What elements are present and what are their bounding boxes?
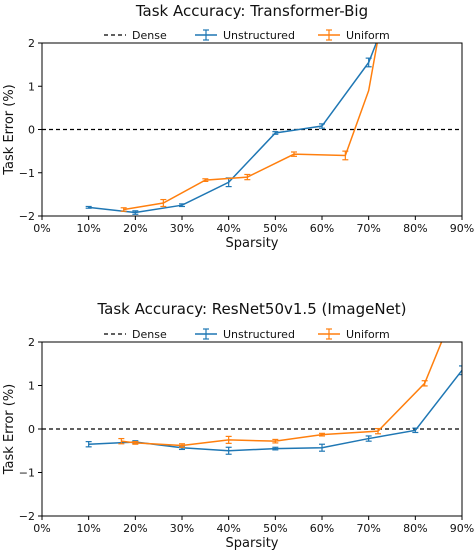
x-tick-label: 70% [356, 222, 380, 235]
plot-frame [41, 42, 463, 217]
x-tick-label: 40% [216, 222, 240, 235]
y-tick-label: −1 [19, 167, 35, 180]
legend: Dense Unstructured Uniform [104, 29, 390, 42]
y-axis-label: Task Error (%) [2, 384, 17, 476]
x-tick-label: 80% [403, 522, 427, 535]
series-group [85, 43, 378, 215]
legend-label-unstructured: Unstructured [223, 29, 295, 42]
series-line-uniform [123, 43, 378, 211]
chart-title: Task Accuracy: ResNet50v1.5 (ImageNet) [96, 300, 406, 318]
x-tick-label: 30% [170, 522, 194, 535]
legend-label-dense: Dense [132, 29, 167, 42]
y-tick-label: 2 [28, 336, 35, 349]
x-tick-label: 0% [33, 222, 50, 235]
x-tick-label: 50% [263, 222, 287, 235]
x-tick-label: 0% [33, 522, 50, 535]
x-tick-label: 90% [450, 222, 474, 235]
legend-label-unstructured: Unstructured [223, 328, 295, 341]
y-tick-label: 1 [28, 80, 35, 93]
x-axis-label: Sparsity [226, 236, 279, 251]
legend-label-uniform: Uniform [346, 29, 390, 42]
x-tick-label: 60% [310, 222, 334, 235]
x-tick-label: 70% [356, 522, 380, 535]
y-tick-label: −2 [19, 210, 35, 223]
x-tick-label: 60% [310, 522, 334, 535]
x-tick-label: 30% [170, 222, 194, 235]
x-tick-label: 90% [450, 522, 474, 535]
x-tick-label: 20% [123, 222, 147, 235]
chart-panel-1: Task Accuracy: Transformer-Big 2 1 0 −1 −20% 1… [2, 2, 474, 251]
series-group [85, 342, 462, 455]
plot-frame [41, 341, 463, 517]
x-tick-label: 10% [76, 222, 100, 235]
legend: Dense Unstructured Uniform [104, 328, 390, 341]
y-tick-label: −1 [19, 467, 35, 480]
legend-label-uniform: Uniform [346, 328, 390, 341]
series-line-unstructured [88, 43, 378, 214]
x-tick-label: 50% [263, 522, 287, 535]
x-tick-label: 10% [76, 522, 100, 535]
y-tick-label: 0 [28, 124, 35, 137]
legend-label-dense: Dense [132, 328, 167, 341]
y-tick-label: 2 [28, 37, 35, 50]
x-tick-label: 80% [403, 222, 427, 235]
x-tick-label: 20% [123, 522, 147, 535]
series-line-unstructured [88, 369, 462, 452]
x-axis-label: Sparsity [226, 536, 279, 551]
y-tick-label: 0 [28, 423, 35, 436]
y-tick-label: 1 [28, 380, 35, 393]
x-tick-label: 40% [216, 522, 240, 535]
chart-title: Task Accuracy: Transformer-Big [135, 2, 368, 20]
chart-panel-2: Task Accuracy: ResNet50v1.5 (ImageNet) 2 1… [2, 300, 474, 551]
y-tick-label: −2 [19, 510, 35, 523]
y-axis-label: Task Error (%) [2, 84, 17, 176]
